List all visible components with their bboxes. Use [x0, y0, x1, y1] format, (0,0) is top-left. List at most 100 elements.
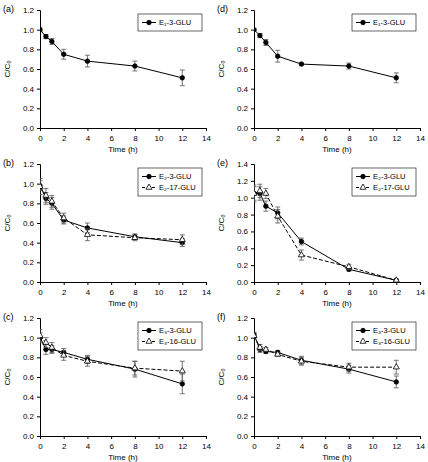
y-tick-label: 0.0	[23, 432, 35, 441]
error-bar-cap	[299, 260, 304, 261]
x-tick-mark	[135, 436, 136, 439]
x-tick-mark	[396, 282, 397, 285]
error-bar-cap	[254, 185, 257, 186]
error-bar	[85, 355, 90, 363]
x-tick: 10	[369, 128, 378, 143]
y-axis: 0.00.20.40.60.81.01.2	[23, 6, 41, 133]
x-tick-label: 6	[323, 134, 328, 143]
y-tick-label: 0.8	[237, 353, 249, 362]
y-tick-mark	[251, 198, 254, 199]
x-axis-title: Time (h)	[322, 299, 352, 308]
y-tick: 0.8	[23, 199, 40, 208]
legend-box	[352, 322, 416, 350]
error-bar-cap	[49, 195, 54, 196]
y-tick-label: 0.4	[237, 85, 249, 94]
y-tick-mark	[37, 69, 40, 70]
error-bar	[132, 234, 137, 240]
panel: 024681012140.00.20.40.60.81.01.21.4Time …	[217, 158, 425, 308]
marker	[61, 52, 66, 57]
x-tick: 12	[392, 282, 401, 297]
y-tick: 1.2	[23, 314, 40, 323]
legend-label: E₂-17-GLU	[373, 183, 410, 192]
y-tick: 1.4	[237, 160, 254, 169]
y-tick-label: 0.2	[23, 412, 35, 421]
legend-label: E₁-3-GLU	[373, 18, 405, 27]
error-bar-cap	[275, 223, 280, 224]
error-bar	[180, 361, 185, 381]
error-bar-cap	[61, 213, 66, 214]
error-bar	[257, 184, 262, 197]
legend-marker	[147, 20, 152, 25]
error-bar	[85, 356, 90, 366]
legend-label: E₂-17-GLU	[159, 183, 196, 192]
x-tick-mark	[420, 128, 421, 131]
y-tick-mark	[37, 436, 40, 437]
x-tick-label: 12	[178, 442, 187, 451]
marker	[40, 183, 43, 188]
error-bar-cap	[263, 188, 268, 189]
error-bar-cap	[346, 269, 351, 270]
x-tick: 10	[155, 436, 164, 451]
x-tick: 14	[202, 128, 211, 143]
x-tick-label: 6	[109, 288, 114, 297]
marker	[254, 332, 257, 337]
error-bar-cap	[180, 244, 185, 245]
x-tick-label: 6	[323, 442, 328, 451]
error-bar	[132, 61, 137, 71]
marker	[299, 62, 304, 67]
legend-label: E₃-3-GLU	[373, 326, 406, 335]
y-tick-mark	[251, 10, 254, 11]
error-bar-cap	[180, 246, 185, 247]
x-tick-mark	[182, 436, 183, 439]
error-bar-cap	[49, 209, 54, 210]
y-tick: 0.0	[23, 432, 40, 441]
x-tick-label: 0	[38, 134, 43, 143]
y-tick: 1.2	[237, 314, 254, 323]
y-tick-label: 0.0	[23, 278, 35, 287]
y-tick: 0.8	[23, 45, 40, 54]
y-tick-label: 1.0	[237, 194, 249, 203]
legend: E₃-3-GLUE₃-16-GLU	[138, 322, 202, 350]
y-axis-line	[37, 11, 41, 129]
error-bar	[180, 235, 185, 245]
x-tick-label: 6	[323, 288, 328, 297]
error-bar-cap	[132, 377, 137, 378]
x-tick-mark	[64, 128, 65, 131]
x-tick: 0	[38, 282, 43, 297]
x-tick: 0	[38, 436, 43, 451]
y-tick-mark	[37, 377, 40, 378]
marker	[61, 215, 67, 220]
x-tick-label: 14	[416, 442, 425, 451]
error-bar	[132, 361, 137, 375]
y-tick-label: 0.6	[237, 373, 249, 382]
y-tick-label: 0.4	[23, 393, 35, 402]
x-axis-line	[41, 283, 207, 286]
marker	[394, 76, 399, 81]
x-tick: 4	[86, 128, 91, 143]
x-axis-title: Time (h)	[108, 299, 138, 308]
legend-box	[352, 14, 416, 31]
y-tick-label: 1.2	[23, 160, 35, 169]
x-tick: 6	[323, 282, 328, 297]
error-bar-cap	[346, 371, 351, 372]
x-tick-label: 0	[38, 288, 43, 297]
legend-box	[138, 14, 202, 31]
x-axis-title: Time (h)	[108, 145, 138, 154]
error-bar	[346, 63, 351, 69]
y-tick-mark	[37, 49, 40, 50]
y-tick: 0.6	[23, 373, 40, 382]
x-tick-label: 4	[300, 442, 305, 451]
marker	[254, 27, 256, 32]
y-axis: 0.00.20.40.60.81.01.2	[237, 6, 255, 133]
y-tick-mark	[251, 215, 254, 216]
error-bar-cap	[61, 360, 66, 361]
legend-box	[138, 322, 202, 350]
x-tick-mark	[182, 282, 183, 285]
y-axis-title: C/C₀	[217, 214, 226, 231]
error-bar-cap	[132, 70, 137, 71]
y-axis: 0.00.20.40.60.81.01.2	[237, 314, 255, 441]
marker	[50, 39, 55, 44]
x-tick: 10	[369, 282, 378, 297]
error-bar	[346, 363, 351, 371]
x-axis-line	[41, 437, 207, 440]
